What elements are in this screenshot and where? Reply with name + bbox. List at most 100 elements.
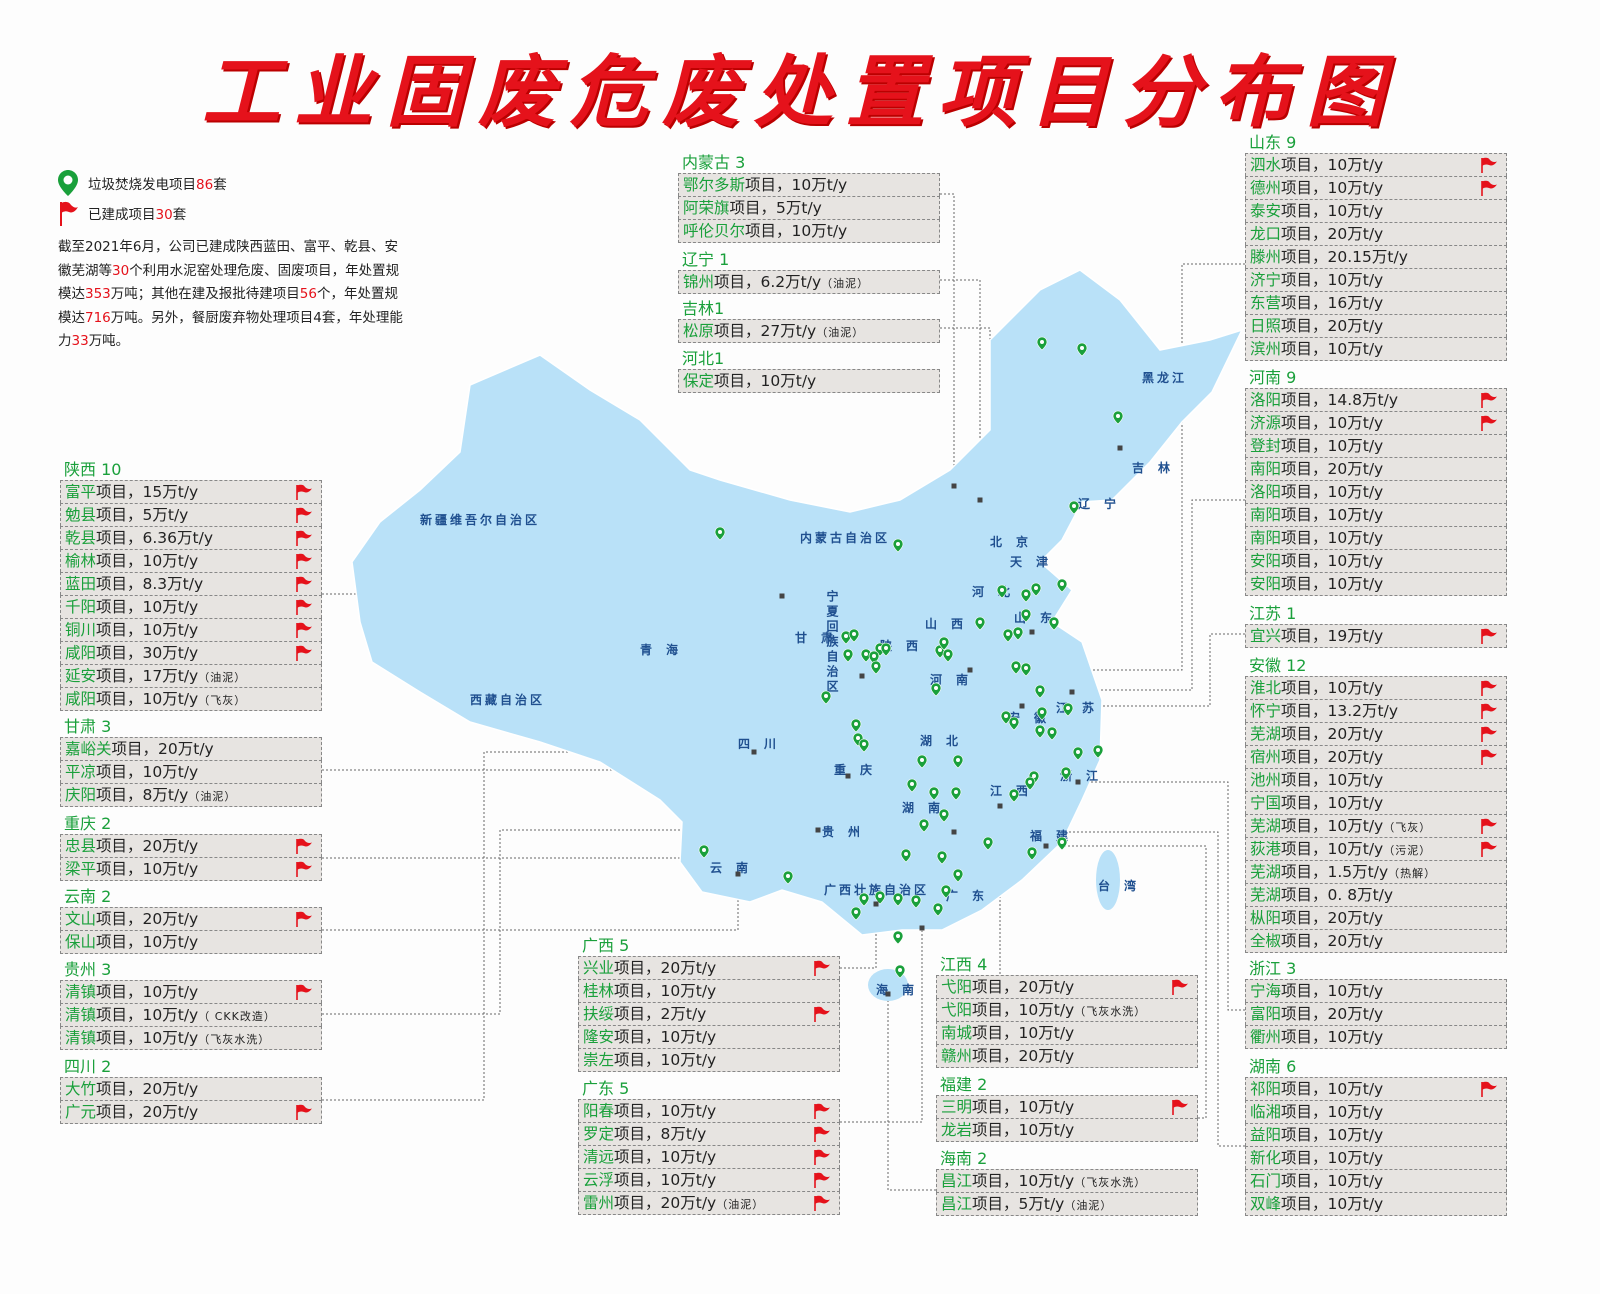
green-map-pin-icon: [936, 850, 948, 865]
province-project-panel: 安徽 12 淮北项目，10万t/y 怀宁项目，13.2万t/y 芜湖项目，20万t/y…: [1245, 655, 1507, 953]
project-row: 怀宁项目，13.2万t/y: [1245, 699, 1507, 722]
green-map-pin-icon: [938, 636, 950, 651]
panel-heading: 江西 4: [940, 955, 988, 974]
project-city: 德州: [1250, 179, 1282, 197]
green-map-pin-icon: [974, 616, 986, 631]
project-note: （飞灰）: [1383, 821, 1432, 834]
province-label: 海南: [876, 982, 928, 997]
legend-flag-row: 已建成项目30套: [58, 198, 403, 228]
province-label: 宁夏回族自治区: [825, 589, 839, 695]
green-map-pin-icon: [1012, 626, 1024, 641]
green-map-pin-icon: [1008, 788, 1020, 803]
project-row: 松原项目，27万t/y（油泥）: [678, 319, 940, 343]
province-project-panel: 海南 2 昌江项目，10万t/y（飞灰水洗） 昌江项目，5万t/y（油泥）: [936, 1148, 1198, 1216]
project-list: 松原项目，27万t/y（油泥）: [678, 319, 940, 343]
leader-line: [840, 904, 877, 969]
project-city: 枞阳: [1250, 909, 1282, 927]
project-row: 平凉项目，10万t/y: [60, 760, 322, 783]
project-list: 锦州项目，6.2万t/y（油泥）: [678, 270, 940, 294]
project-city: 广元: [65, 1103, 97, 1121]
province-label: 重庆: [834, 762, 886, 777]
project-capacity: 项目，10万t/y: [1281, 1103, 1384, 1121]
project-capacity: 项目，10万t/y: [1281, 1126, 1384, 1144]
project-row: 宁国项目，10万t/y: [1245, 791, 1507, 814]
green-map-pin-icon: [918, 818, 930, 833]
project-capacity: 项目，10万t/y: [1281, 1149, 1384, 1167]
project-row: 淮北项目，10万t/y: [1245, 676, 1507, 699]
green-map-pin-icon: [1076, 342, 1088, 357]
project-capacity: 项目，27万t/y: [714, 322, 817, 340]
panel-heading: 河南 9: [1249, 368, 1297, 387]
project-city: 芜湖: [1250, 886, 1282, 904]
project-capacity: 项目，10万t/y: [1281, 982, 1384, 1000]
red-flag-icon: [295, 484, 313, 506]
province-project-panel: 浙江 3 宁海项目，10万t/y 富阳项目，20万t/y 衢州项目，10万t/y: [1245, 958, 1507, 1049]
green-map-pin-icon: [1008, 716, 1020, 731]
project-city: 阳春: [583, 1102, 615, 1120]
summary-segment: 万吨。另外，餐厨废弃物处理项目4套，年处理能力: [58, 309, 403, 350]
green-map-pin-icon: [892, 538, 904, 553]
province-project-panel: 甘肃 3 嘉峪关项目，20万t/y 平凉项目，10万t/y 庆阳项目，8万t/y（油泥…: [60, 716, 322, 807]
location-marker: [779, 593, 785, 599]
project-row: 泗水项目，10万t/y: [1245, 153, 1507, 176]
project-capacity: 项目，10万t/y: [96, 552, 199, 570]
project-row: 清镇项目，10万t/y: [60, 980, 322, 1003]
project-city: 富平: [65, 483, 97, 501]
project-capacity: 项目，10万t/y: [614, 1028, 717, 1046]
project-capacity: 项目，10万t/y: [972, 1121, 1075, 1139]
red-flag-icon: [1171, 979, 1189, 1001]
green-map-pin-icon: [860, 648, 872, 663]
green-map-pin-icon: [1026, 846, 1038, 861]
project-capacity: 项目，10万t/y: [1281, 506, 1384, 524]
panel-heading: 浙江 3: [1249, 959, 1297, 978]
project-city: 清远: [583, 1148, 615, 1166]
project-capacity: 项目，10万t/y: [972, 1172, 1075, 1190]
project-row: 扶绥项目，2万t/y: [578, 1002, 840, 1025]
province-project-panel: 福建 2 三明项目，10万t/y 龙岩项目，10万t/y: [936, 1074, 1198, 1142]
panel-heading: 河北1: [682, 349, 725, 368]
project-row: 洛阳项目，10万t/y: [1245, 480, 1507, 503]
project-row: 锦州项目，6.2万t/y（油泥）: [678, 270, 940, 294]
project-city: 宁海: [1250, 982, 1282, 1000]
summary-segment: 截至2021年6月，公司已建成陕西蓝田、富平、乾县、安徽芜湖等: [58, 239, 398, 279]
summary-segment: 33: [71, 333, 89, 349]
project-city: 龙口: [1250, 225, 1282, 243]
project-row: 南阳项目，10万t/y: [1245, 526, 1507, 549]
project-city: 清镇: [65, 1029, 97, 1047]
province-label: 内蒙古自治区: [800, 530, 890, 545]
red-flag-icon: [1480, 392, 1498, 414]
project-capacity: 项目，10万t/y: [1281, 679, 1384, 697]
project-city: 富阳: [1250, 1005, 1282, 1023]
project-note: （飞灰）: [198, 694, 247, 707]
china-mainland-shape: [351, 269, 1244, 936]
red-flag-icon: [813, 1149, 831, 1171]
project-city: 千阳: [65, 598, 97, 616]
province-label: 云南: [710, 860, 762, 875]
project-row: 弋阳项目，10万t/y（飞灰水洗）: [936, 998, 1198, 1021]
green-map-pin-icon: [782, 870, 794, 885]
project-capacity: 项目，10万t/y: [1281, 271, 1384, 289]
project-city: 全椒: [1250, 932, 1282, 950]
project-capacity: 项目，19万t/y: [1281, 627, 1384, 645]
project-row: 双峰项目，10万t/y: [1245, 1192, 1507, 1216]
province-label: 山西: [925, 616, 977, 631]
project-capacity: 项目，8万t/y: [96, 786, 189, 804]
project-city: 扶绥: [583, 1005, 615, 1023]
project-row: 荻港项目，10万t/y（污泥）: [1245, 837, 1507, 860]
project-row: 延安项目，17万t/y（油泥）: [60, 664, 322, 687]
project-capacity: 项目，20万t/y: [614, 1194, 717, 1212]
project-city: 洛阳: [1250, 391, 1282, 409]
project-city: 三明: [941, 1098, 973, 1116]
project-capacity: 项目，10万t/y: [1281, 437, 1384, 455]
project-city: 兴业: [583, 959, 615, 977]
green-map-pin-icon: [874, 890, 886, 905]
project-row: 临湘项目，10万t/y: [1245, 1100, 1507, 1123]
project-row: 泰安项目，10万t/y: [1245, 199, 1507, 222]
red-flag-icon: [295, 1104, 313, 1126]
project-note: （油泥）: [188, 790, 237, 803]
green-map-pin-icon: [1020, 588, 1032, 603]
project-list: 祁阳项目，10万t/y 临湘项目，10万t/y 益阳项目，10万t/y 新化项目，10…: [1245, 1077, 1507, 1216]
project-row: 滕州项目，20.15万t/y: [1245, 245, 1507, 268]
project-row: 日照项目，20万t/y: [1245, 314, 1507, 337]
